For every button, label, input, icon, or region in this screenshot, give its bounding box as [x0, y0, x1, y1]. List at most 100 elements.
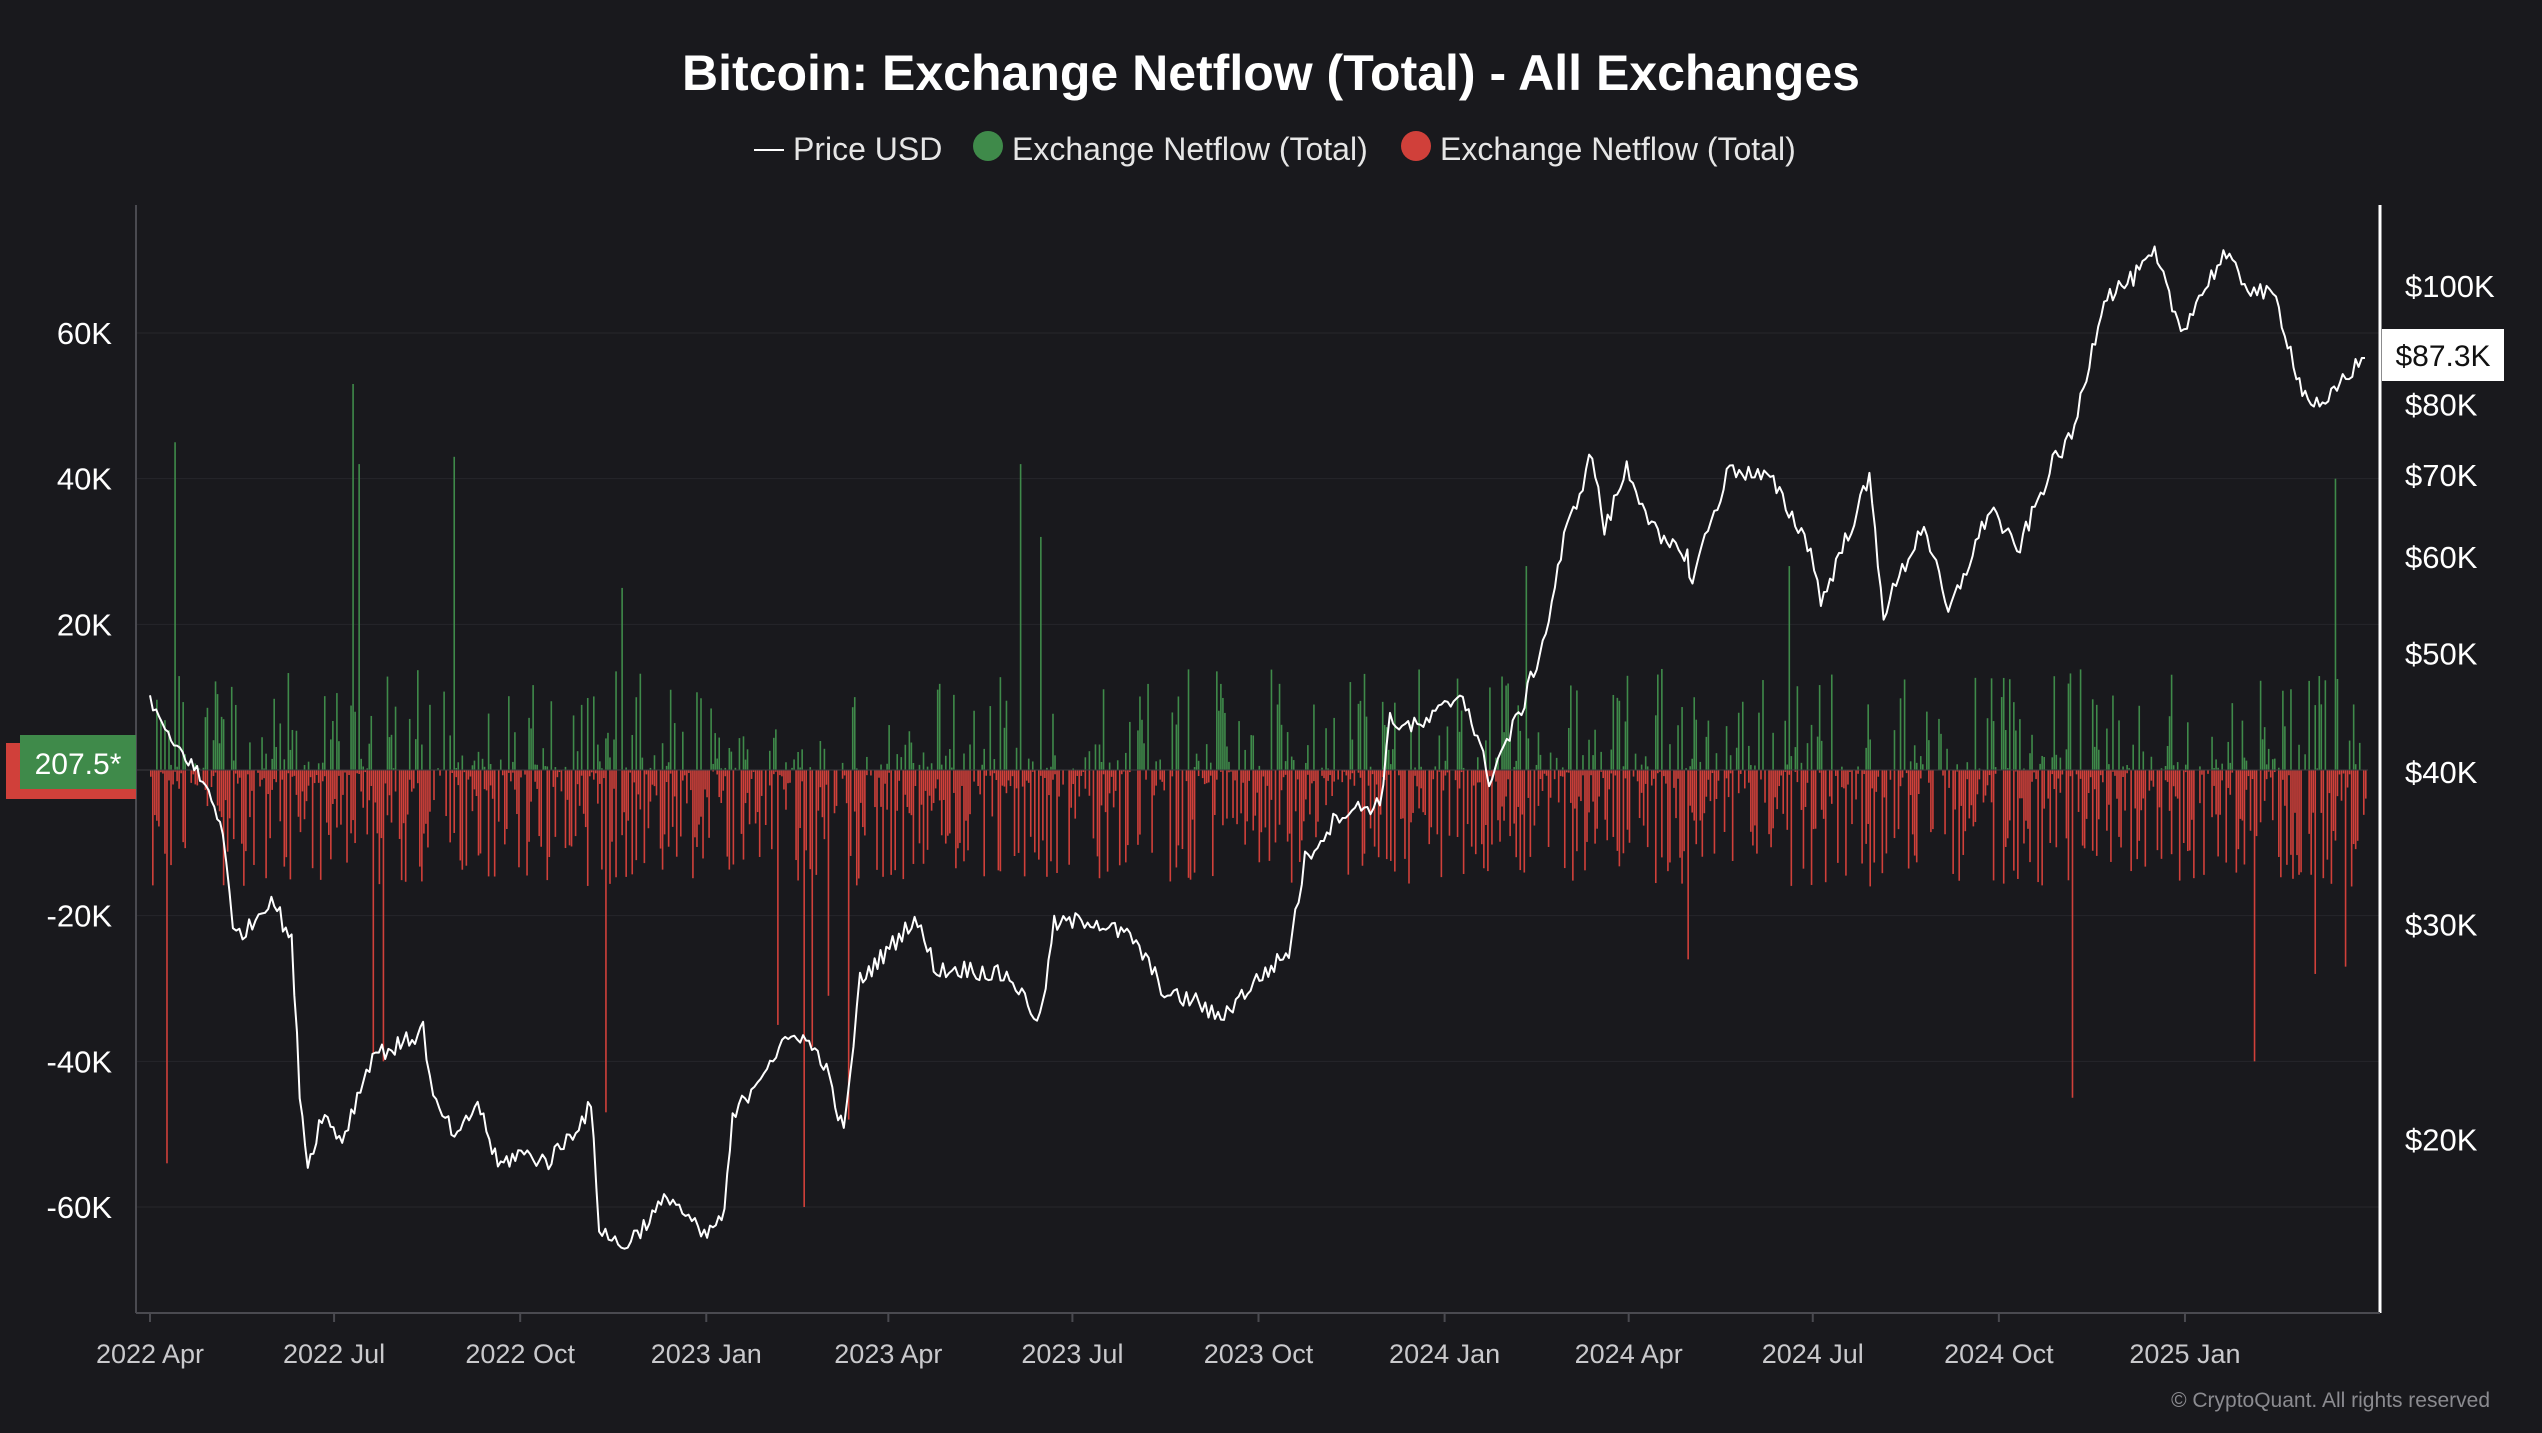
outflow-bar — [718, 770, 721, 798]
outflow-bar — [1972, 770, 1975, 827]
inflow-bar — [1031, 761, 1034, 770]
outflow-bar — [922, 770, 925, 864]
outflow-bar — [2085, 770, 2088, 819]
outflow-bar — [597, 770, 599, 804]
outflow-bar — [2150, 770, 2153, 781]
outflow-bar — [459, 770, 462, 861]
outflow-bar — [1501, 770, 1503, 807]
inflow-bar — [360, 758, 362, 770]
outflow-bar — [1357, 770, 1360, 773]
outflow-bar — [1654, 770, 1657, 884]
outflow-bar — [1600, 770, 1602, 772]
outflow-bar — [1442, 770, 1445, 791]
outflow-bar — [554, 770, 557, 837]
outflow-bar — [2122, 770, 2124, 777]
inflow-bar — [2112, 695, 2114, 770]
x-tick-label: 2024 Jan — [1389, 1339, 1500, 1369]
outflow-bar — [2160, 770, 2163, 859]
inflow-bar — [2043, 756, 2045, 770]
inflow-bar — [1088, 751, 1091, 770]
inflow-bar — [1258, 765, 1261, 770]
right-tick-label: $30K — [2405, 908, 2478, 943]
outflow-bar — [1151, 770, 1153, 853]
inflow-bar — [453, 456, 456, 770]
outflow-bar — [801, 770, 803, 782]
outflow-bar — [2193, 770, 2195, 879]
outflow-bar — [287, 770, 290, 774]
outflow-bar — [378, 770, 381, 885]
outflow-bar — [232, 770, 235, 840]
inflow-bar — [615, 671, 617, 770]
inflow-bar — [2002, 677, 2005, 770]
outflow-bar — [825, 770, 828, 785]
inflow-bar — [362, 766, 364, 770]
outflow-bar — [849, 770, 852, 856]
inflow-bar — [716, 758, 718, 770]
outflow-bar — [797, 770, 799, 881]
outflow-bar — [2348, 770, 2351, 775]
inflow-bar — [819, 741, 822, 770]
outflow-bar — [1068, 770, 1070, 865]
outflow-bar — [503, 770, 506, 845]
inflow-bar — [514, 732, 516, 770]
inflow-bar — [1193, 767, 1196, 770]
inflow-bar — [481, 758, 484, 770]
legend-outflow-label: Exchange Netflow (Total) — [1440, 131, 1796, 167]
outflow-bar — [1252, 770, 1255, 831]
outflow-bar — [2168, 770, 2171, 811]
inflow-bar — [1622, 766, 1625, 770]
legend-inflow-label: Exchange Netflow (Total) — [1012, 131, 1368, 167]
outflow-bar — [1776, 770, 1778, 810]
outflow-bar — [491, 770, 494, 799]
inflow-bar — [1705, 736, 1708, 770]
inflow-bar — [720, 768, 723, 770]
inflow-bar — [1800, 762, 1803, 770]
inflow-bar — [793, 759, 795, 770]
outflow-bar — [374, 770, 377, 803]
inflow-bar — [2352, 704, 2355, 770]
outflow-bar — [463, 770, 466, 773]
outflow-bar — [1127, 770, 1129, 846]
outflow-bar — [639, 770, 642, 810]
outflow-bar — [621, 770, 623, 836]
outflow-bar — [1780, 770, 1783, 776]
inflow-bar — [2108, 764, 2110, 770]
inflow-bar — [287, 673, 290, 770]
outflow-bar — [805, 770, 807, 851]
outflow-bar — [1009, 770, 1012, 787]
outflow-bar — [558, 770, 561, 773]
outflow-bar — [1703, 770, 1706, 814]
inflow-bar — [1387, 749, 1390, 770]
outflow-bar — [336, 770, 338, 828]
outflow-bar — [1436, 770, 1439, 835]
outflow-bar — [421, 770, 423, 882]
outflow-bar — [2061, 770, 2064, 775]
inflow-bar — [1513, 767, 1515, 770]
outflow-bar — [390, 770, 393, 823]
outflow-bar — [1483, 770, 1485, 869]
outflow-bar — [821, 770, 824, 818]
inflow-bar — [289, 749, 292, 770]
outflow-bar — [1270, 770, 1273, 800]
outflow-bar — [1729, 770, 1732, 774]
inflow-bar — [999, 677, 1002, 770]
inflow-bar — [2015, 730, 2017, 770]
outflow-bar — [1976, 770, 1979, 795]
outflow-bar — [1584, 770, 1586, 871]
outflow-bar — [1608, 770, 1611, 790]
outflow-bar — [2182, 770, 2185, 844]
outflow-bar — [1169, 770, 1172, 882]
outflow-bar — [311, 770, 314, 869]
outflow-bar — [1104, 770, 1107, 813]
outflow-bar — [1220, 770, 1222, 772]
outflow-bar — [1675, 770, 1677, 819]
inflow-bar — [886, 763, 888, 770]
outflow-bar — [1013, 770, 1016, 857]
inflow-bar — [1990, 678, 1993, 770]
outflow-bar — [1835, 770, 1837, 776]
outflow-bar — [1756, 770, 1758, 854]
outflow-bar — [880, 770, 882, 807]
outflow-bar — [1796, 770, 1799, 783]
inflow-bar — [1098, 744, 1101, 770]
outflow-bar — [2013, 770, 2015, 871]
